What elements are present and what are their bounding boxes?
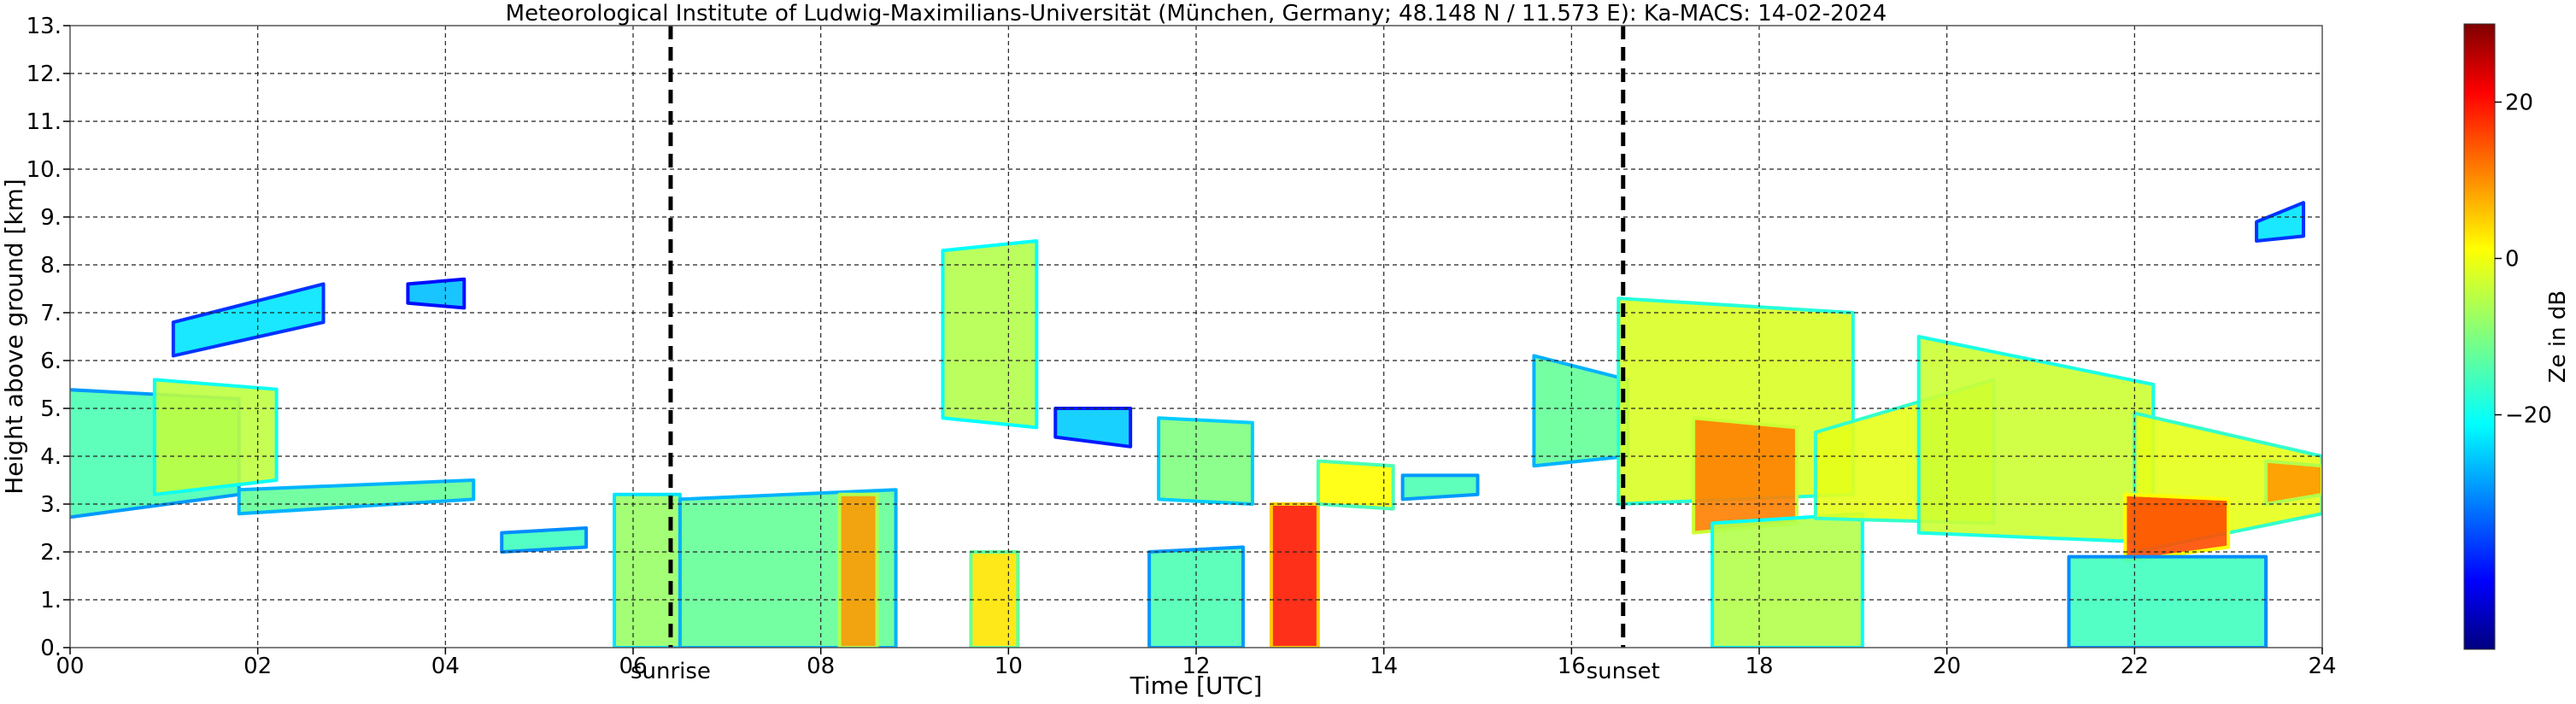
colorbar: 20 0 −20 Ze in dB — [2463, 23, 2571, 650]
x-tick-label: 00 — [56, 654, 84, 679]
y-tick-label: 1. — [40, 588, 62, 613]
echo-region-20 — [1692, 416, 1799, 535]
y-tick-label: 3. — [40, 492, 62, 518]
reflectivity-field — [70, 201, 2322, 648]
echo-region-6 — [500, 526, 589, 554]
echo-region-17 — [1400, 473, 1480, 502]
x-tick-label: 24 — [2308, 654, 2336, 679]
x-tick-label: 10 — [995, 654, 1023, 679]
echo-region-21 — [1710, 512, 1864, 648]
y-tick-label: 0. — [40, 636, 62, 661]
echo-region-13 — [1157, 416, 1254, 506]
y-tick-label: 8. — [40, 253, 62, 279]
y-axis-label: Height above ground [km] — [0, 179, 28, 495]
echo-region-3 — [152, 378, 279, 496]
x-tick-label: 22 — [2121, 654, 2149, 679]
y-tick-label: 6. — [40, 349, 62, 374]
colorbar-tick-label: −20 — [2505, 403, 2552, 429]
plot-area: sunrise sunset — [69, 25, 2323, 684]
echo-region-5 — [406, 277, 466, 310]
echo-region-7 — [613, 492, 682, 648]
echo-region-10 — [941, 239, 1039, 430]
echo-region-15 — [1269, 502, 1320, 648]
chart-title: Meteorological Institute of Ludwig-Maxim… — [506, 1, 1887, 26]
y-tick-label: 5. — [40, 396, 62, 422]
colorbar-tick-label: 20 — [2505, 91, 2533, 116]
y-tick-label: 10. — [26, 157, 62, 183]
y-tick-label: 11. — [26, 109, 62, 135]
echo-region-26 — [2264, 459, 2322, 506]
echo-region-9 — [837, 492, 879, 648]
x-axis-label: Time [UTC] — [1130, 672, 1263, 700]
x-axis-ticks: 00 02 04 06 08 10 12 14 16 18 20 22 24 — [56, 648, 2337, 679]
colorbar-gradient — [2463, 23, 2496, 650]
echo-region-23 — [1916, 335, 2156, 544]
y-tick-label: 2. — [40, 540, 62, 566]
x-tick-label: 04 — [431, 654, 460, 679]
x-tick-label: 02 — [244, 654, 272, 679]
y-tick-label: 13. — [26, 14, 62, 39]
echo-region-4 — [171, 282, 326, 358]
echo-region-12 — [1053, 407, 1133, 449]
y-tick-label: 4. — [40, 444, 62, 470]
y-tick-label: 12. — [26, 62, 62, 87]
sunset-label: sunset — [1587, 659, 1660, 684]
grid-lines — [70, 26, 2322, 648]
x-tick-label: 08 — [807, 654, 835, 679]
colorbar-label: Ze in dB — [2545, 290, 2571, 383]
x-tick-label: 18 — [1745, 654, 1773, 679]
echo-region-27 — [2067, 554, 2268, 648]
sunrise-label: sunrise — [631, 659, 711, 684]
x-tick-label: 16 — [1558, 654, 1586, 679]
echo-region-16 — [1316, 459, 1395, 511]
echo-region-28 — [2255, 201, 2306, 243]
y-axis-ticks: 0. 1. 2. 3. 4. 5. 6. 7. 8. 9. 10. 11. 12. 13. — [26, 14, 70, 661]
colorbar-tick-label: 0 — [2505, 247, 2520, 273]
x-tick-label: 14 — [1370, 654, 1398, 679]
x-tick-label: 20 — [1933, 654, 1961, 679]
sun-markers: sunrise sunset — [631, 26, 1660, 684]
x-tick-label: 06 — [619, 654, 647, 679]
y-tick-label: 9. — [40, 205, 62, 231]
y-tick-label: 7. — [40, 301, 62, 326]
colorbar-ticks: 20 0 −20 — [2495, 91, 2552, 429]
x-tick-label: 12 — [1182, 654, 1210, 679]
